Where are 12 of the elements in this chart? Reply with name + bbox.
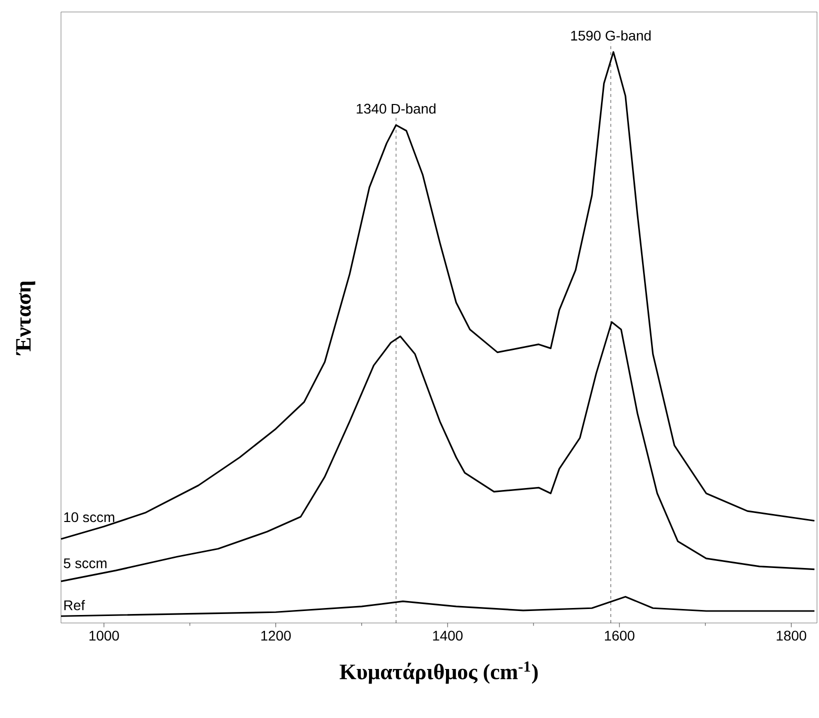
x-tick-label: 1000 bbox=[90, 630, 119, 641]
x-axis-title: Κυματάριθμος (cm$^{-1}$) bbox=[340, 661, 538, 684]
series-label: Ref bbox=[64, 600, 85, 610]
y-axis-title: Ένταση bbox=[16, 281, 36, 356]
x-tick-label: 1600 bbox=[604, 630, 634, 641]
ref-line-label: 1340 D-band bbox=[356, 103, 436, 114]
x-tick-label: 1400 bbox=[433, 630, 463, 641]
ref-line-label: 1590 G-band bbox=[571, 30, 651, 41]
x-tick-label: 1800 bbox=[776, 630, 806, 641]
series-label: 10 sccm bbox=[64, 512, 114, 522]
series-label: 5 sccm bbox=[64, 558, 106, 568]
x-tick-label: 1200 bbox=[261, 630, 291, 641]
